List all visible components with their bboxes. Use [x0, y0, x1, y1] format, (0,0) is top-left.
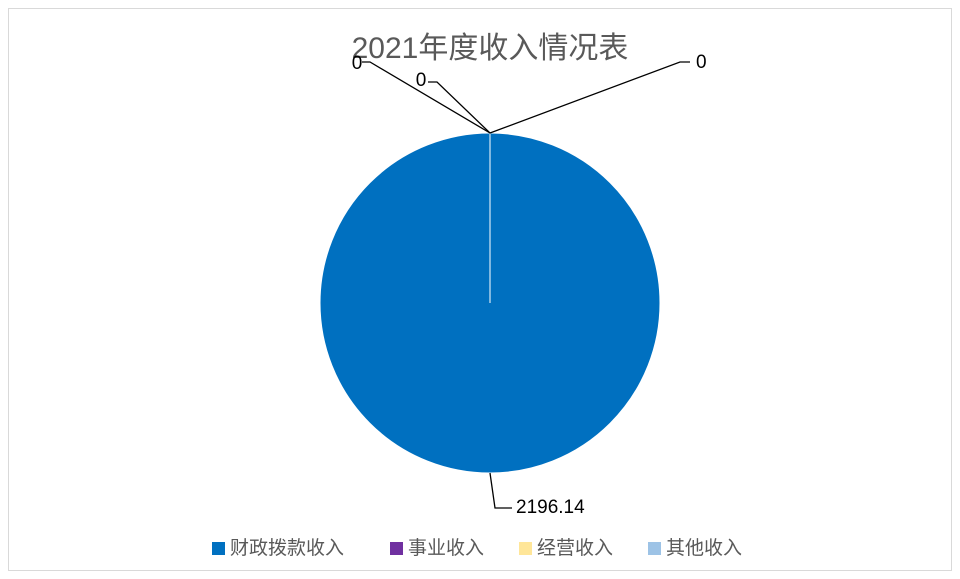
- data-label: 0: [696, 52, 707, 73]
- data-label: 0: [352, 53, 363, 74]
- chart-title: 2021年度收入情况表: [352, 32, 629, 65]
- legend-label: 经营收入: [537, 537, 613, 559]
- leader-line: [362, 61, 491, 134]
- leader-line: [428, 81, 491, 134]
- legend-label: 财政拨款收入: [230, 537, 344, 559]
- leader-line: [489, 472, 512, 509]
- legend-swatch: [212, 542, 225, 555]
- legend-swatch: [390, 542, 403, 555]
- data-label: 0: [416, 70, 427, 91]
- data-label: 2196.14: [516, 497, 585, 518]
- leader-line: [489, 61, 690, 134]
- legend-swatch: [648, 542, 661, 555]
- legend-label: 事业收入: [408, 537, 484, 559]
- legend-swatch: [519, 542, 532, 555]
- legend-label: 其他收入: [666, 537, 742, 559]
